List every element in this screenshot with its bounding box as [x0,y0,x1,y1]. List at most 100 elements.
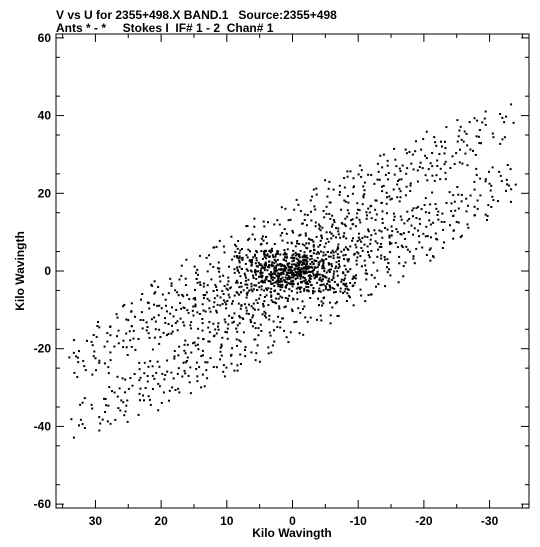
uv-point [344,223,346,226]
uv-point [509,168,512,171]
uv-point [325,258,328,261]
uv-point [374,199,377,202]
uv-point [263,279,266,282]
uv-point [262,302,264,305]
uv-point [299,210,302,213]
uv-point [309,316,312,319]
uv-point [398,262,401,265]
uv-point [416,180,419,183]
uv-point [325,271,328,274]
uv-point [312,268,315,271]
uv-point [363,181,366,184]
uv-point [258,264,261,266]
uv-point [374,218,377,221]
uv-point [274,255,277,258]
uv-point [308,274,311,277]
uv-point [381,222,384,224]
uv-point [284,268,287,271]
uv-point [328,268,331,271]
uv-point [252,307,255,310]
uv-point [290,256,293,259]
uv-point [392,188,395,191]
uv-point [333,287,336,290]
uv-point [360,169,363,172]
uv-point [250,260,253,262]
uv-point [159,336,162,338]
uv-point [445,126,448,129]
uv-point [239,353,242,356]
uv-point [295,320,298,323]
uv-point [381,236,384,239]
uv-point [475,173,478,176]
uv-point [230,316,233,319]
uv-point [235,291,238,294]
uv-point [219,296,222,299]
uv-point [241,268,243,270]
uv-point [314,208,317,211]
uv-point [76,376,79,378]
uv-point [83,427,86,429]
uv-point [387,172,390,174]
uv-point [355,263,358,266]
uv-point [314,225,317,228]
uv-point [396,196,399,199]
uv-point [255,270,258,273]
uv-point [245,268,248,271]
uv-point [183,324,186,327]
uv-point [399,190,402,193]
uv-point [357,232,360,235]
uv-point [91,344,94,347]
uv-point [256,302,259,304]
uv-point [411,153,414,156]
uv-point [275,269,278,272]
uv-point [238,339,241,342]
uv-point [359,288,362,291]
uv-point [116,395,119,398]
uv-point [349,170,352,173]
uv-point [362,185,365,188]
uv-point [283,249,286,252]
uv-point [143,361,146,364]
uv-point [322,262,325,264]
uv-point [268,331,271,334]
uv-point [200,386,203,389]
uv-point [484,123,487,126]
uv-point [127,387,130,390]
uv-point [155,371,158,374]
uv-point [434,232,437,235]
uv-point [151,284,153,287]
uv-point [505,115,507,118]
uv-point [303,263,306,266]
uv-point [279,285,282,288]
uv-point [109,351,112,354]
uv-point [223,285,226,287]
uv-point [235,281,238,284]
uv-point [103,397,105,400]
uv-point [346,170,349,173]
uv-point [390,242,393,245]
uv-point [291,285,294,288]
uv-point [263,255,266,258]
uv-point [417,229,419,232]
uv-point [392,212,395,215]
uv-point [295,267,298,270]
uv-point [403,237,406,240]
uv-point [253,322,256,325]
uv-point [108,386,111,389]
uv-point [182,306,185,309]
uv-point [238,259,241,262]
uv-point [366,236,369,239]
uv-point [280,265,283,268]
uv-point [398,167,401,170]
uv-point [271,276,274,279]
uv-point [359,164,362,167]
uv-point [380,254,383,257]
uv-point [311,261,314,263]
uv-point [82,359,85,362]
uv-point [176,320,179,323]
uv-point [333,221,336,224]
uv-point [251,290,254,293]
uv-point [489,189,492,192]
uv-point [253,253,256,256]
uv-point [459,148,461,151]
